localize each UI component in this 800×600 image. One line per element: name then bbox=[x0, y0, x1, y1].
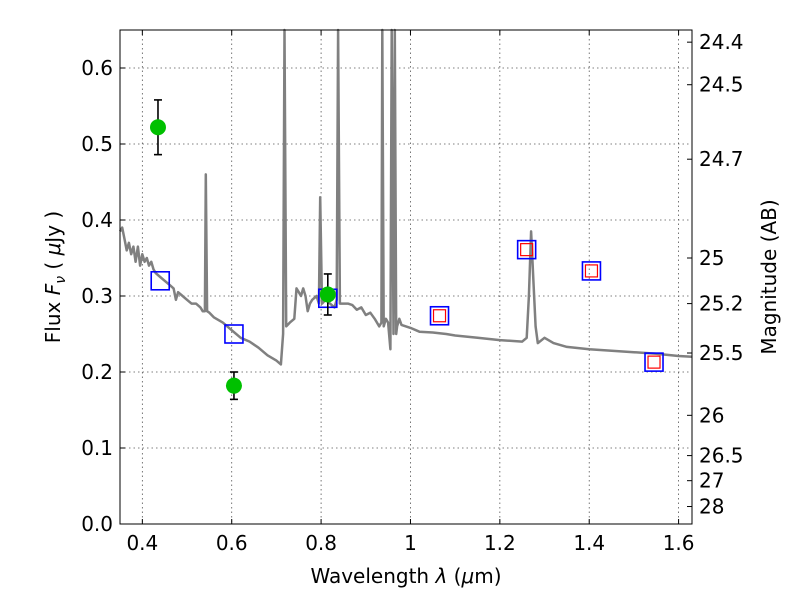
right-tick-label: 26 bbox=[699, 403, 724, 427]
x-tick-label: 0.8 bbox=[305, 531, 337, 555]
x-tick-label: 1 bbox=[404, 531, 417, 555]
grid-lines bbox=[120, 30, 692, 524]
y-axis-label: Flux Fν ( μJy ) bbox=[41, 211, 69, 343]
right-tick-label: 25 bbox=[699, 246, 724, 270]
y-tick-label: 0.4 bbox=[81, 208, 113, 232]
x-tick-label: 0.4 bbox=[126, 531, 158, 555]
y-tick-label: 0.3 bbox=[81, 284, 113, 308]
model-square bbox=[581, 261, 602, 281]
detected-square bbox=[647, 355, 661, 369]
x-ticks: 0.4 0.6 0.8 1 1.2 1.4 1.6 bbox=[126, 30, 695, 555]
sed-line bbox=[118, 28, 693, 366]
x-axis-label: Wavelength λ (μm) bbox=[310, 564, 501, 588]
y-tick-label: 0.6 bbox=[81, 56, 113, 80]
detected-square bbox=[520, 243, 534, 257]
model-square bbox=[516, 239, 537, 260]
x-tick-label: 1.6 bbox=[663, 531, 695, 555]
right-tick-label: 27 bbox=[699, 469, 724, 493]
y-tick-label: 0.2 bbox=[81, 360, 113, 384]
observed-point bbox=[225, 377, 242, 394]
right-tick-label: 24.7 bbox=[699, 147, 744, 171]
detected-squares bbox=[432, 243, 661, 369]
y-ticks: 0.0 0.1 0.2 0.3 0.4 0.5 0.6 bbox=[81, 56, 125, 536]
detected-square bbox=[584, 264, 599, 278]
right-tick-label: 25.5 bbox=[699, 341, 744, 365]
sed-line-layer bbox=[118, 28, 693, 366]
y-tick-label: 0.5 bbox=[81, 132, 113, 156]
right-tick-label: 25.2 bbox=[699, 292, 744, 316]
model-square bbox=[224, 324, 244, 344]
observed-point bbox=[149, 119, 166, 136]
observed-points bbox=[149, 99, 336, 401]
y-tick-label: 0.0 bbox=[81, 512, 113, 536]
right-tick-label: 28 bbox=[699, 495, 724, 519]
model-square bbox=[150, 270, 171, 291]
detected-square bbox=[432, 309, 447, 323]
right-axis-label: Magnitude (AB) bbox=[757, 199, 781, 354]
observed-point bbox=[319, 286, 336, 303]
x-tick-label: 1.4 bbox=[573, 531, 605, 555]
right-tick-label: 24.4 bbox=[699, 30, 744, 54]
y-tick-label: 0.1 bbox=[81, 436, 113, 460]
model-square bbox=[429, 305, 450, 326]
model-squares bbox=[150, 239, 664, 372]
plot-frame bbox=[119, 29, 693, 525]
right-tick-label: 26.5 bbox=[699, 444, 744, 468]
x-tick-label: 1.2 bbox=[484, 531, 516, 555]
model-square bbox=[644, 352, 664, 372]
x-tick-label: 0.6 bbox=[216, 531, 248, 555]
right-tick-label: 24.5 bbox=[699, 73, 744, 97]
